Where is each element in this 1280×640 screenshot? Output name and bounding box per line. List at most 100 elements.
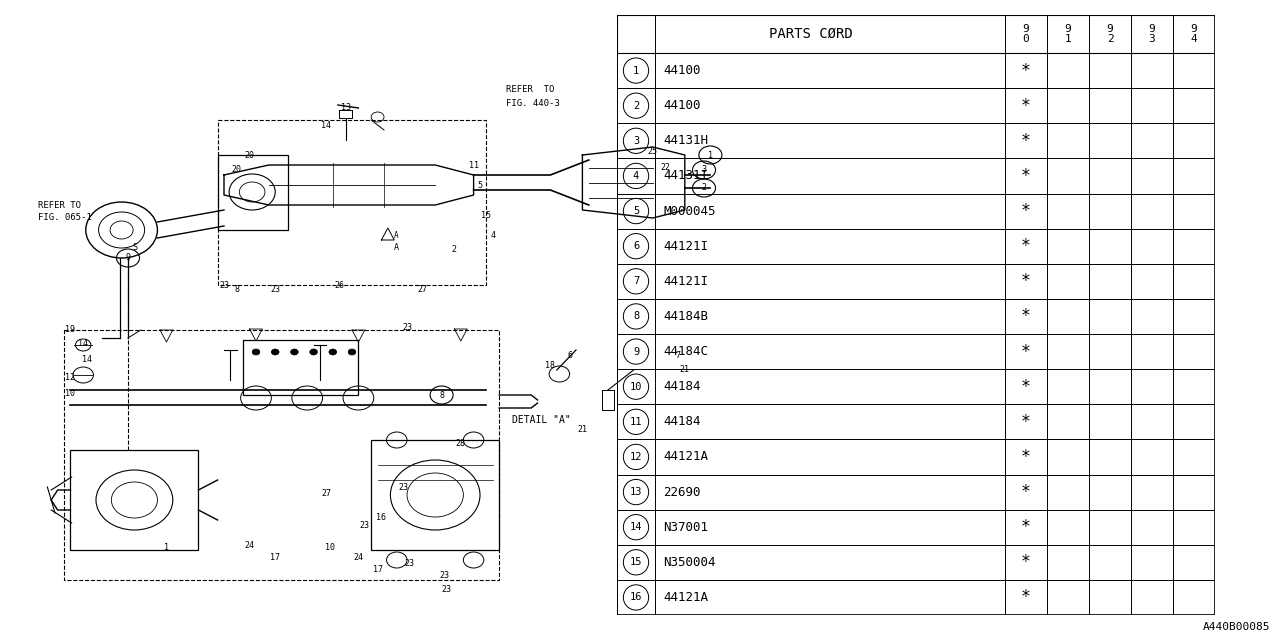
Text: 4: 4 (490, 230, 495, 239)
Bar (617, 88, 1215, 124)
Text: 44131H: 44131H (663, 134, 708, 147)
Text: 24: 24 (353, 554, 364, 563)
Text: *: * (1021, 61, 1030, 79)
Text: 15: 15 (630, 557, 643, 567)
Text: 10: 10 (630, 381, 643, 392)
Text: 8: 8 (234, 285, 239, 294)
Text: 20: 20 (244, 150, 255, 159)
Text: 15: 15 (481, 211, 492, 220)
Bar (617, 580, 1215, 615)
Text: 23: 23 (360, 520, 370, 529)
Text: 44100: 44100 (663, 99, 700, 112)
Text: *: * (1021, 272, 1030, 291)
Text: N350004: N350004 (663, 556, 716, 569)
Bar (617, 264, 1215, 299)
Circle shape (329, 349, 337, 355)
Bar (617, 228, 1215, 264)
Text: 44131I: 44131I (663, 170, 708, 182)
Text: 23: 23 (219, 280, 229, 289)
Text: 44121A: 44121A (663, 591, 708, 604)
Circle shape (310, 349, 317, 355)
Text: M000045: M000045 (663, 205, 716, 218)
Text: *: * (1021, 554, 1030, 572)
Text: 9: 9 (125, 253, 131, 262)
Text: 44121I: 44121I (663, 240, 708, 253)
Circle shape (348, 349, 356, 355)
Text: *: * (1021, 97, 1030, 115)
Text: S: S (132, 243, 137, 253)
Text: 44184: 44184 (663, 380, 700, 393)
Text: 9
1: 9 1 (1065, 24, 1071, 44)
Text: 4: 4 (632, 171, 639, 181)
Text: *: * (1021, 307, 1030, 325)
Text: 23: 23 (404, 559, 415, 568)
Bar (371, 440, 499, 550)
Text: 10: 10 (325, 543, 335, 552)
Bar (617, 124, 1215, 158)
Text: *: * (1021, 378, 1030, 396)
Text: 16: 16 (376, 513, 387, 522)
Text: 22: 22 (660, 163, 671, 173)
Text: *: * (1021, 413, 1030, 431)
Text: A: A (394, 243, 399, 253)
Circle shape (252, 349, 260, 355)
Bar (218, 155, 288, 230)
Text: 28: 28 (456, 438, 466, 447)
Text: 17: 17 (372, 566, 383, 575)
Text: 26: 26 (334, 280, 344, 289)
Text: 9
2: 9 2 (1107, 24, 1114, 44)
Text: 1: 1 (632, 65, 639, 76)
Text: 1: 1 (708, 150, 713, 159)
Text: 44121I: 44121I (663, 275, 708, 288)
Text: FIG. 440-3: FIG. 440-3 (506, 99, 559, 108)
Text: *: * (1021, 342, 1030, 360)
Text: 9: 9 (632, 347, 639, 356)
Text: REFER  TO: REFER TO (506, 86, 554, 95)
Bar (617, 509, 1215, 545)
Text: 2: 2 (452, 246, 457, 255)
Text: 13: 13 (340, 104, 351, 113)
Text: 14: 14 (630, 522, 643, 532)
Text: PARTS CØRD: PARTS CØRD (769, 27, 852, 41)
Text: *: * (1021, 237, 1030, 255)
Text: 21: 21 (680, 365, 690, 374)
Text: 8: 8 (439, 390, 444, 399)
Text: 6: 6 (567, 351, 572, 360)
Bar (617, 299, 1215, 334)
Circle shape (271, 349, 279, 355)
Text: 14: 14 (82, 355, 92, 365)
Text: 5: 5 (632, 206, 639, 216)
Bar (617, 474, 1215, 509)
Bar (617, 193, 1215, 228)
Text: 8: 8 (632, 312, 639, 321)
Text: 11: 11 (468, 161, 479, 170)
Text: *: * (1021, 588, 1030, 607)
Text: *: * (1021, 167, 1030, 185)
Text: 23: 23 (270, 285, 280, 294)
Text: 23: 23 (442, 586, 452, 595)
Text: 17: 17 (270, 554, 280, 563)
Text: 9
3: 9 3 (1148, 24, 1156, 44)
Text: 3: 3 (701, 166, 707, 175)
Text: 7: 7 (632, 276, 639, 286)
Text: 44100: 44100 (663, 64, 700, 77)
Bar (617, 53, 1215, 88)
Text: DETAIL "A": DETAIL "A" (512, 415, 571, 425)
Bar (617, 15, 1215, 53)
Text: 23: 23 (402, 323, 412, 333)
Text: 12: 12 (65, 374, 76, 383)
Text: 9
4: 9 4 (1190, 24, 1197, 44)
Text: 1: 1 (164, 543, 169, 552)
Bar (617, 404, 1215, 440)
Bar (617, 158, 1215, 193)
Text: 3: 3 (632, 136, 639, 146)
Text: 23: 23 (439, 570, 449, 579)
Text: *: * (1021, 202, 1030, 220)
Text: 24: 24 (244, 541, 255, 550)
Bar (617, 334, 1215, 369)
Text: 14: 14 (78, 339, 88, 348)
Text: N37001: N37001 (663, 521, 708, 534)
Text: *: * (1021, 518, 1030, 536)
Text: 21: 21 (577, 426, 588, 435)
Text: 23: 23 (398, 483, 408, 493)
